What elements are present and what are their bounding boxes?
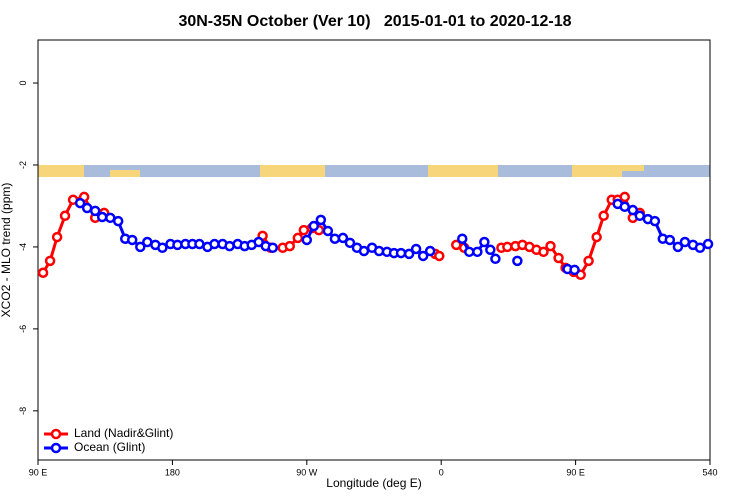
- data-point: [284, 240, 296, 252]
- data-point: [337, 232, 349, 244]
- data-point: [298, 224, 310, 236]
- land-band: [622, 165, 644, 171]
- data-point: [479, 236, 490, 248]
- land-band: [572, 165, 622, 177]
- data-point: [344, 237, 356, 249]
- x-tick-label: 90 E: [29, 467, 48, 477]
- plot-frame: [37, 39, 711, 461]
- y-tick-label: -2: [18, 161, 28, 169]
- data-point: [37, 267, 49, 278]
- data-point: [649, 215, 661, 227]
- data-point: [89, 205, 101, 217]
- data-point: [329, 233, 341, 244]
- land-ocean-strip: [38, 165, 710, 177]
- data-point: [702, 238, 714, 250]
- data-point: [358, 245, 370, 257]
- y-tick-label: 0: [18, 81, 28, 86]
- data-point: [51, 231, 63, 243]
- data-point: [627, 204, 639, 216]
- land-band: [110, 170, 140, 177]
- x-tick-label: 90 E: [566, 467, 585, 477]
- data-point: [619, 201, 630, 213]
- land-band: [260, 165, 325, 177]
- ocean-band: [38, 165, 710, 177]
- legend-marker: [50, 442, 62, 454]
- data-point: [598, 210, 609, 222]
- data-point: [472, 246, 483, 258]
- data-point: [224, 240, 235, 252]
- data-point: [424, 245, 436, 257]
- legend-label: Land (Nadir&Glint): [74, 426, 173, 440]
- data-point: [157, 242, 168, 253]
- data-point: [664, 234, 676, 246]
- legend-label: Ocean (Glint): [74, 440, 145, 454]
- data-point: [403, 248, 415, 260]
- data-point: [672, 241, 684, 253]
- data-point: [301, 234, 313, 246]
- data-point: [44, 255, 56, 267]
- data-point: [292, 232, 304, 244]
- data-point: [59, 210, 71, 222]
- x-tick-label: 0: [439, 467, 444, 477]
- data-point: [490, 253, 501, 265]
- x-axis-label: Longitude (deg E): [326, 476, 421, 490]
- y-axis-label: XCO2 - MLO trend (ppm): [0, 183, 13, 318]
- x-tick-label: 540: [702, 467, 717, 477]
- data-point: [74, 197, 86, 209]
- data-point: [512, 255, 523, 267]
- data-point: [434, 250, 445, 262]
- data-point: [322, 225, 334, 237]
- data-point: [502, 241, 513, 253]
- data-point: [569, 264, 580, 276]
- data-point: [112, 215, 124, 227]
- data-point: [267, 242, 279, 253]
- x-tick-label: 90 W: [296, 467, 318, 477]
- data-point: [410, 243, 422, 255]
- data-point: [694, 242, 706, 253]
- data-point: [126, 234, 138, 246]
- data-point: [545, 240, 556, 252]
- data-point: [591, 231, 602, 243]
- legend-marker: [50, 428, 62, 440]
- y-tick-label: -8: [18, 407, 28, 415]
- y-tick-label: -4: [18, 243, 28, 251]
- data-point: [583, 255, 594, 267]
- land-band: [38, 165, 84, 177]
- chart-title: 30N-35N October (Ver 10) 2015-01-01 to 2…: [178, 13, 571, 30]
- data-point: [308, 220, 320, 232]
- data-point: [417, 250, 429, 262]
- data-point: [679, 236, 691, 248]
- x-tick-label: 180: [165, 467, 180, 477]
- data-point: [81, 202, 93, 214]
- data-point: [619, 191, 630, 203]
- data-point: [142, 236, 153, 248]
- data-point: [464, 246, 475, 258]
- data-point: [135, 241, 146, 253]
- legend: Land (Nadir&Glint)Ocean (Glint): [44, 426, 173, 454]
- data-point: [194, 238, 205, 250]
- y-tick-label: -6: [18, 325, 28, 333]
- data-point: [209, 238, 220, 250]
- data-point: [96, 211, 108, 223]
- data-point: [538, 246, 549, 258]
- data-point: [553, 252, 564, 264]
- data-point: [485, 244, 496, 256]
- data-point: [315, 214, 327, 226]
- data-point: [457, 233, 468, 244]
- data-point: [395, 247, 407, 259]
- data-point: [634, 210, 646, 222]
- land-band: [428, 165, 498, 177]
